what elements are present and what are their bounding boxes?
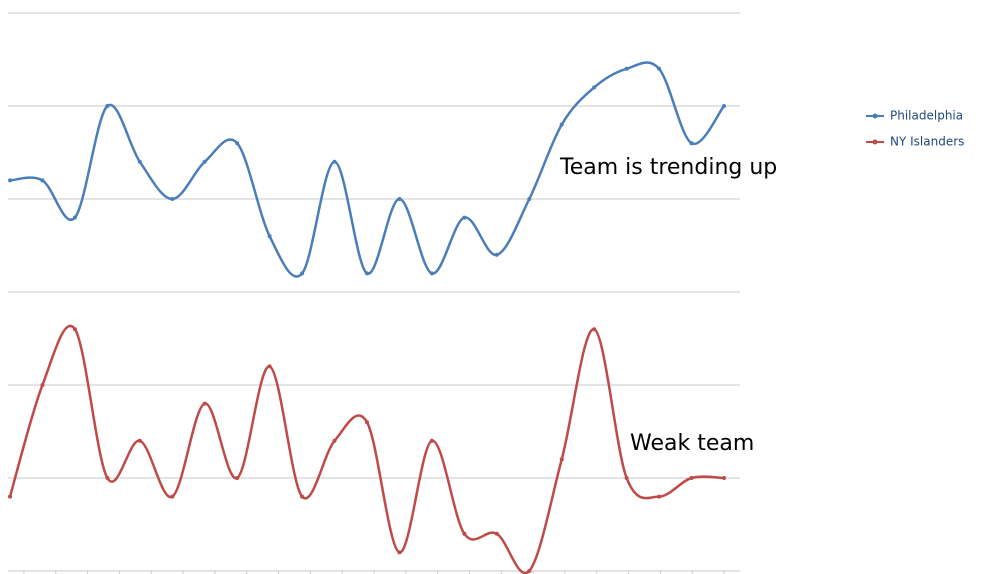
legend-swatch xyxy=(872,113,878,119)
point xyxy=(624,476,629,480)
point xyxy=(494,252,499,257)
point xyxy=(397,197,402,201)
point xyxy=(527,569,532,573)
point xyxy=(267,234,272,239)
point xyxy=(202,159,207,164)
point xyxy=(72,327,77,332)
point xyxy=(8,494,12,499)
point xyxy=(202,401,207,406)
point xyxy=(235,141,240,146)
point xyxy=(559,457,564,462)
point xyxy=(397,550,402,555)
point xyxy=(429,438,434,443)
point xyxy=(72,215,77,220)
point xyxy=(592,85,597,90)
point xyxy=(365,420,369,425)
point xyxy=(235,476,240,480)
point xyxy=(722,476,726,480)
point xyxy=(137,159,142,164)
point xyxy=(300,494,305,499)
point xyxy=(689,476,694,480)
point xyxy=(170,197,175,201)
point xyxy=(462,215,467,220)
point xyxy=(105,104,110,108)
annotation: Team is trending up xyxy=(559,155,777,180)
point xyxy=(40,383,45,387)
point xyxy=(689,141,694,146)
point xyxy=(624,66,629,71)
point xyxy=(657,494,662,499)
point xyxy=(267,364,272,369)
point xyxy=(332,438,337,443)
point xyxy=(105,476,110,480)
point xyxy=(8,178,12,183)
point xyxy=(170,494,175,499)
point xyxy=(722,104,726,108)
point xyxy=(592,327,597,332)
point xyxy=(137,438,142,443)
point xyxy=(40,178,45,183)
legend-label: NY Islanders xyxy=(890,135,964,149)
point xyxy=(494,531,499,536)
point xyxy=(429,271,434,276)
point xyxy=(300,271,305,276)
legend-label: Philadelphia xyxy=(890,109,963,123)
point xyxy=(365,271,369,276)
point xyxy=(332,159,337,164)
annotation: Weak team xyxy=(630,431,754,456)
point xyxy=(527,197,532,201)
point xyxy=(657,66,662,71)
point xyxy=(559,122,564,127)
point xyxy=(462,531,467,536)
legend-swatch xyxy=(872,139,878,145)
series-line xyxy=(8,324,725,574)
